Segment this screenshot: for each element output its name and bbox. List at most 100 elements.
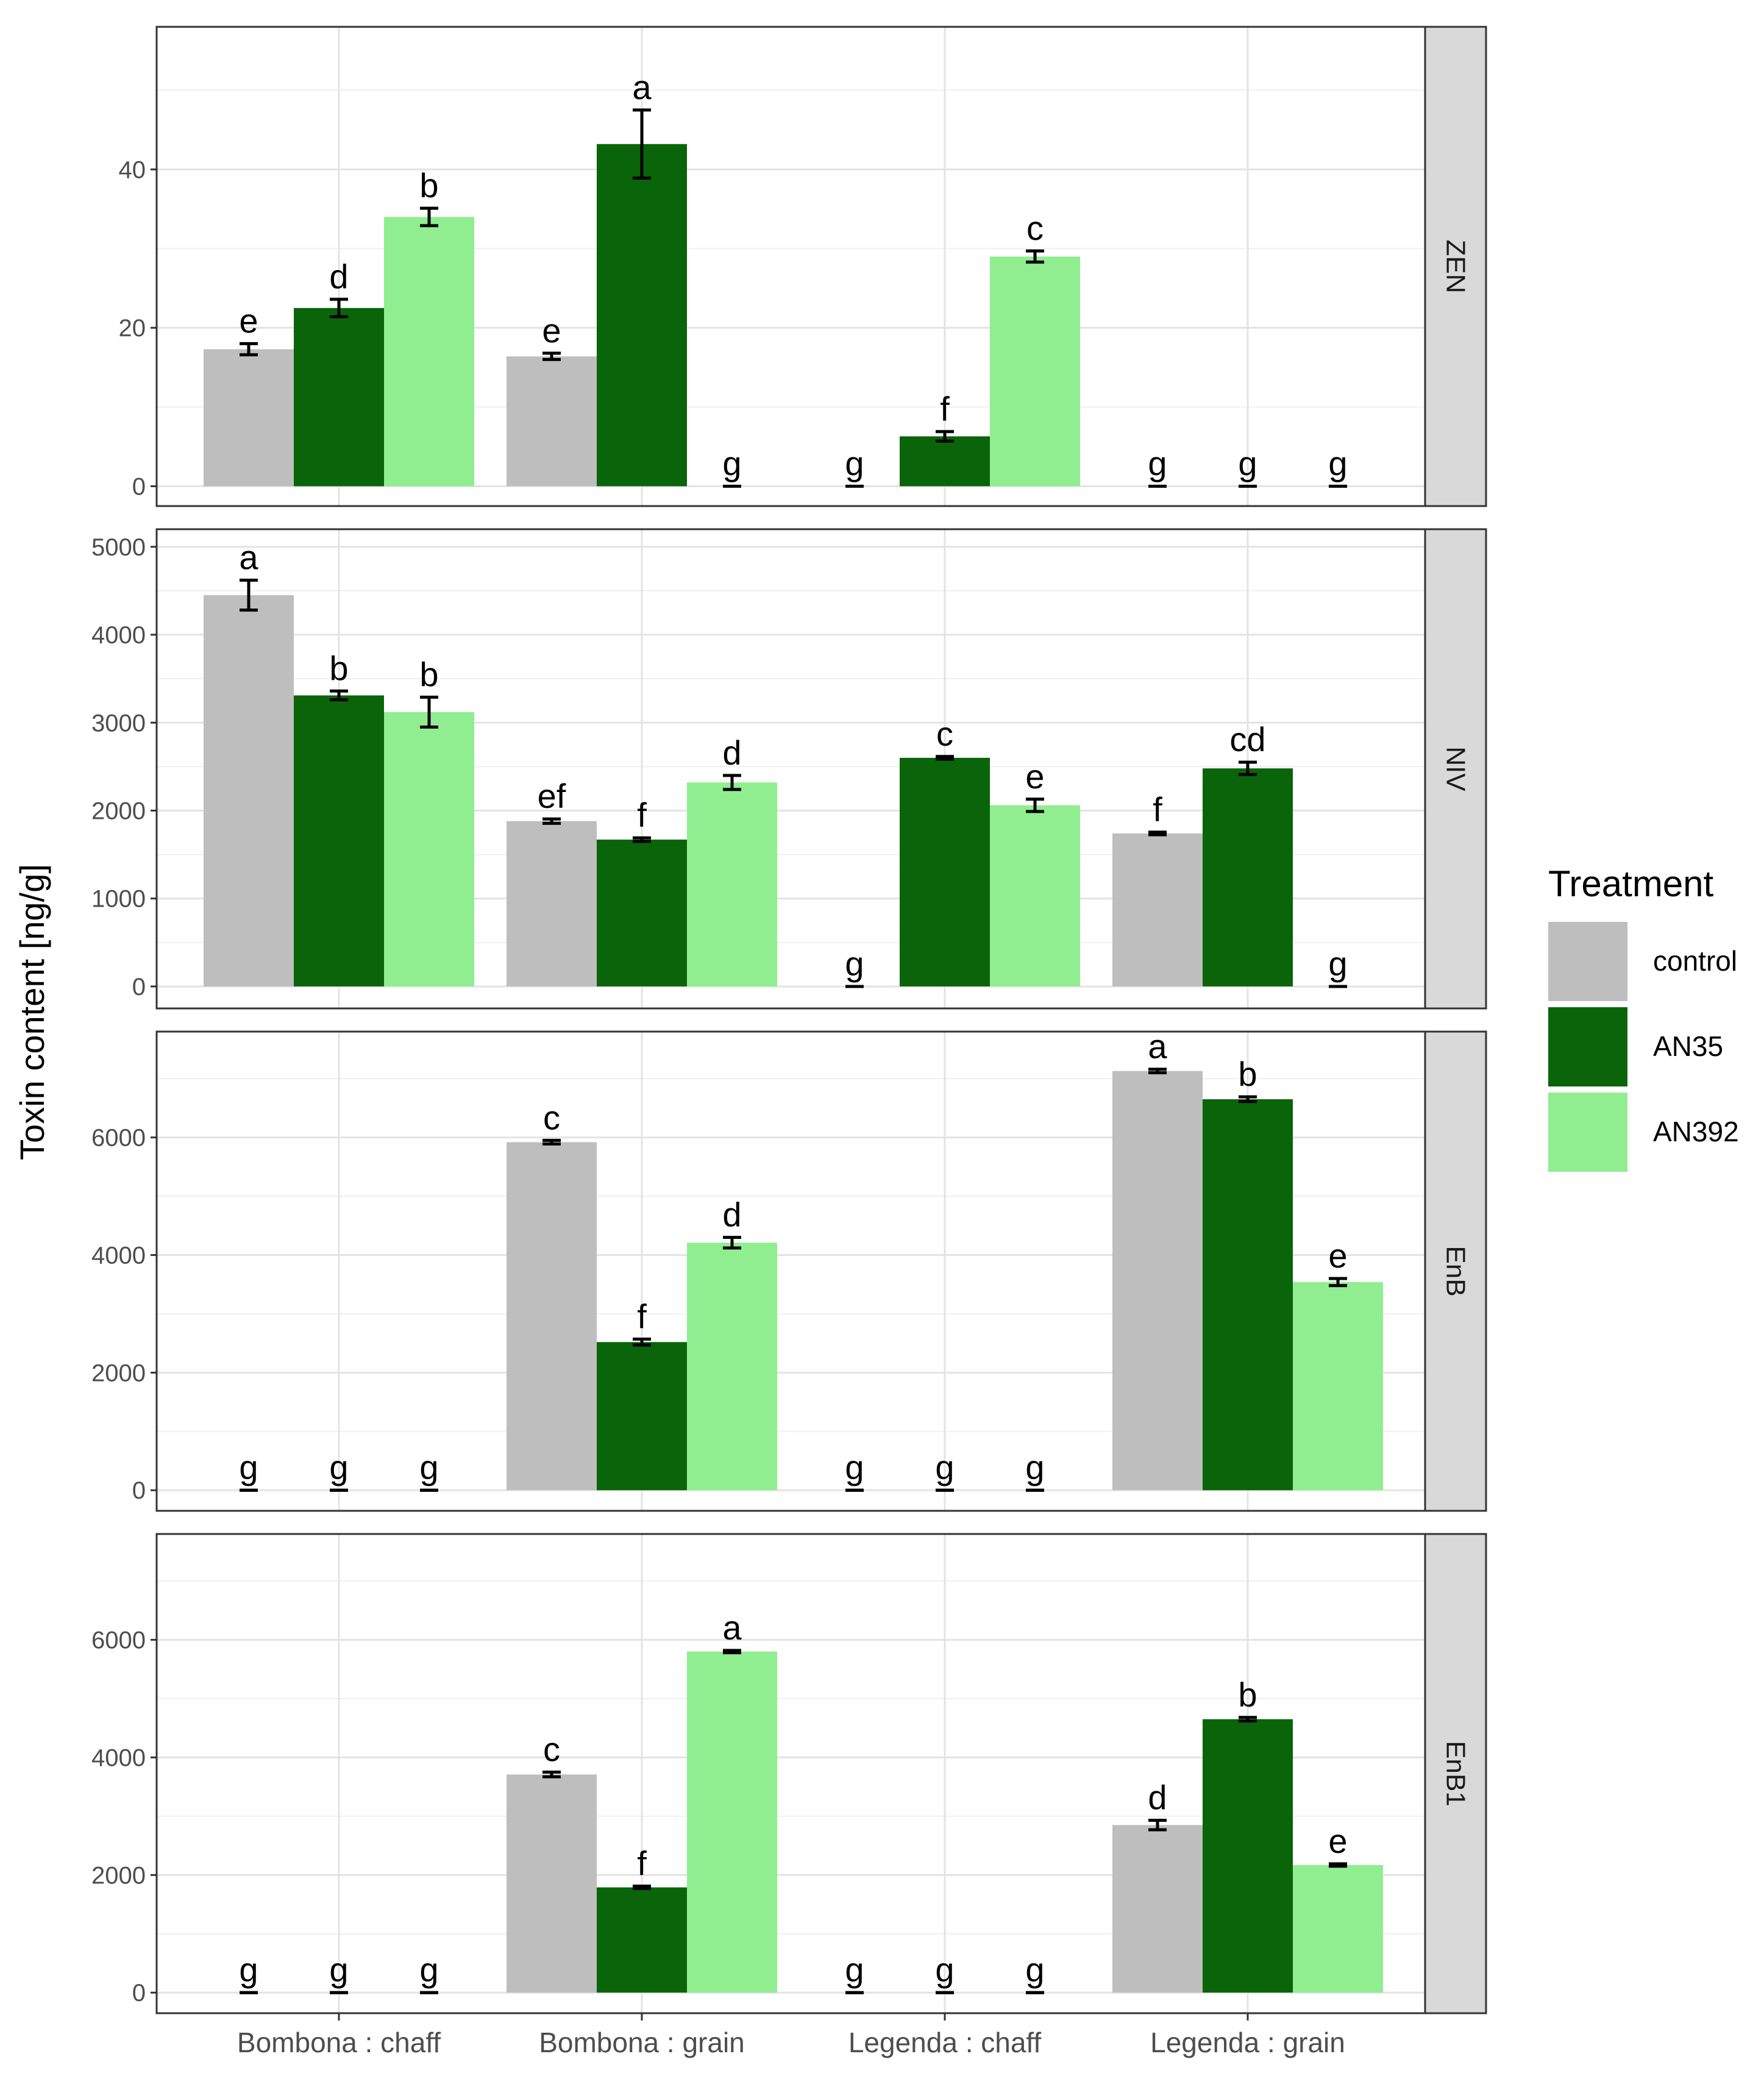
- bar-enb1-an392-1: [687, 1651, 777, 1993]
- y-tick-label: 6000: [91, 1125, 146, 1152]
- facet-panel-niv: 0 1000 2000 3000 4000 5000 a ef g f b f c cd b d e g NIV: [91, 528, 1487, 1010]
- error-bar: [542, 351, 561, 362]
- x-tick-label: Legenda : chaff: [848, 2027, 1042, 2058]
- bar-niv-an35-3: [1203, 768, 1293, 986]
- facet-panel-enb1: 0 2000 4000 6000 g c g d g f g b g a g e EnB1: [91, 1533, 1487, 2014]
- facet-strip: [1424, 528, 1487, 1010]
- significance-letter: e: [1328, 1236, 1347, 1275]
- bar-zen-an392-2: [990, 256, 1080, 487]
- error-bar: [542, 817, 561, 825]
- significance-letter: g: [1148, 444, 1167, 483]
- error-bar: [1329, 1277, 1347, 1288]
- error-bar: [1148, 830, 1167, 836]
- y-tick-label: 0: [132, 974, 146, 1001]
- facet-panel-enb: 0 2000 4000 6000 g c g a g f g b g d g e EnB: [91, 1027, 1487, 1512]
- bar-zen-an392-0: [384, 216, 474, 487]
- error-bar: [633, 1337, 651, 1347]
- error-bar: [542, 1771, 561, 1778]
- error-bar: [1026, 249, 1044, 264]
- error-bar: [1329, 1862, 1347, 1868]
- significance-letter: a: [239, 538, 258, 577]
- significance-letter: a: [632, 68, 652, 106]
- significance-letter: f: [637, 796, 647, 834]
- error-bar: [633, 836, 651, 843]
- significance-letter: g: [1328, 444, 1347, 483]
- y-tick-label: 0: [132, 1477, 146, 1504]
- bar-niv-an35-0: [294, 695, 384, 986]
- error-bar: [240, 342, 258, 357]
- error-bar: [240, 579, 258, 612]
- significance-letter: f: [940, 390, 950, 428]
- bar-enb-an392-1: [687, 1243, 777, 1491]
- significance-letter: e: [239, 302, 258, 340]
- facet-strip: [1424, 1030, 1487, 1512]
- significance-letter: g: [329, 1448, 348, 1486]
- error-bar: [723, 1649, 741, 1655]
- error-bar: [1148, 1819, 1167, 1832]
- significance-letter: c: [543, 1098, 560, 1136]
- significance-letter: g: [1025, 1950, 1044, 1989]
- error-bar: [633, 108, 651, 180]
- significance-letter: g: [845, 444, 864, 483]
- error-bar: [1239, 1095, 1257, 1104]
- bar-zen-an35-0: [294, 308, 384, 487]
- y-tick-label: 4000: [91, 1242, 146, 1269]
- error-bar: [542, 1138, 561, 1146]
- bar-zen-an35-2: [900, 436, 990, 487]
- error-bar: [1148, 1068, 1167, 1075]
- significance-letter: d: [722, 733, 741, 772]
- significance-letter: g: [239, 1448, 258, 1486]
- error-bar: [330, 689, 348, 702]
- bar-niv-an35-1: [597, 840, 687, 986]
- error-bar: [1239, 1716, 1257, 1723]
- significance-letter: g: [722, 444, 741, 483]
- significance-letter: b: [1238, 1675, 1257, 1714]
- bar-niv-control-0: [204, 595, 294, 986]
- significance-letter: g: [329, 1950, 348, 1989]
- error-bar: [1026, 797, 1044, 813]
- bar-niv-an392-0: [384, 712, 474, 986]
- legend: Treatment control AN35 AN392: [1548, 863, 1739, 1172]
- y-tick-label: 0: [132, 474, 146, 501]
- significance-letter: c: [1026, 209, 1044, 248]
- y-tick-label: 2000: [91, 1360, 146, 1386]
- y-tick-label: 4000: [91, 622, 146, 649]
- bar-enb1-an35-3: [1203, 1719, 1293, 1993]
- significance-letter: a: [1148, 1027, 1167, 1066]
- significance-letter: g: [1025, 1448, 1044, 1486]
- significance-letter: b: [419, 655, 438, 693]
- legend-title: Treatment: [1548, 863, 1714, 904]
- significance-letter: g: [419, 1448, 438, 1486]
- significance-letter: f: [1153, 790, 1162, 829]
- legend-key-control: [1548, 922, 1627, 1001]
- significance-letter: a: [722, 1608, 742, 1647]
- y-tick-label: 6000: [91, 1627, 146, 1654]
- facet-strip-label: NIV: [1441, 746, 1471, 791]
- y-tick-label: 5000: [91, 534, 146, 561]
- error-bar: [723, 774, 741, 791]
- x-tick-label: Legenda : grain: [1150, 2027, 1345, 2058]
- significance-letter: f: [637, 1297, 647, 1335]
- error-bar: [936, 755, 954, 761]
- bar-niv-an392-2: [990, 805, 1080, 986]
- significance-letter: c: [543, 1730, 560, 1769]
- error-bar: [633, 1885, 651, 1891]
- facet-strip: [1424, 1533, 1487, 2014]
- y-tick-label: 20: [119, 315, 146, 342]
- legend-key-an392: [1548, 1093, 1627, 1172]
- bar-niv-an392-1: [687, 782, 777, 986]
- bar-enb1-an35-1: [597, 1887, 687, 1993]
- bar-enb-an35-3: [1203, 1099, 1293, 1491]
- significance-letter: g: [1238, 444, 1257, 483]
- facet-strip: [1424, 26, 1487, 507]
- significance-letter: f: [637, 1844, 647, 1883]
- significance-letter: b: [419, 166, 438, 205]
- bar-enb1-control-3: [1112, 1825, 1203, 1993]
- significance-letter: b: [329, 649, 348, 687]
- y-tick-label: 4000: [91, 1744, 146, 1771]
- legend-label-an35: AN35: [1653, 1030, 1723, 1062]
- significance-letter: g: [845, 944, 864, 983]
- significance-letter: g: [845, 1448, 864, 1486]
